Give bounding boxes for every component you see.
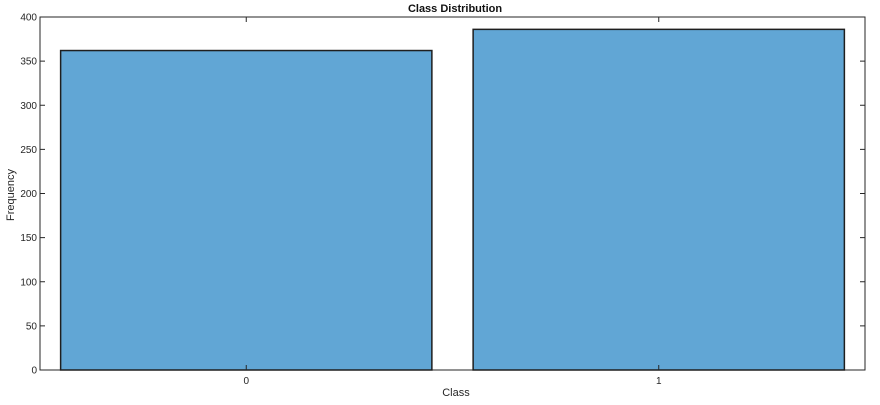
y-tick-label: 300 <box>20 101 37 112</box>
y-tick-label: 250 <box>20 145 37 156</box>
plot-area: 0 1 0 50 100 150 200 250 300 350 400 <box>20 13 866 387</box>
y-tick-label: 150 <box>20 233 37 244</box>
y-tick-label: 350 <box>20 57 37 68</box>
y-tick-label: 400 <box>20 13 37 24</box>
bar-class-0 <box>59 49 433 371</box>
x-tick-label: 1 <box>656 376 662 387</box>
bar-class-1 <box>472 28 846 371</box>
y-tick-label: 200 <box>20 189 37 200</box>
y-axis-label: Frequency <box>5 169 17 221</box>
chart-title: Class Distribution <box>408 3 502 15</box>
y-tick-label: 50 <box>26 321 38 332</box>
x-tick-label: 0 <box>243 376 249 387</box>
y-tick-label: 100 <box>20 277 37 288</box>
x-axis-label: Class <box>442 387 470 399</box>
y-tick-label: 0 <box>31 366 37 377</box>
